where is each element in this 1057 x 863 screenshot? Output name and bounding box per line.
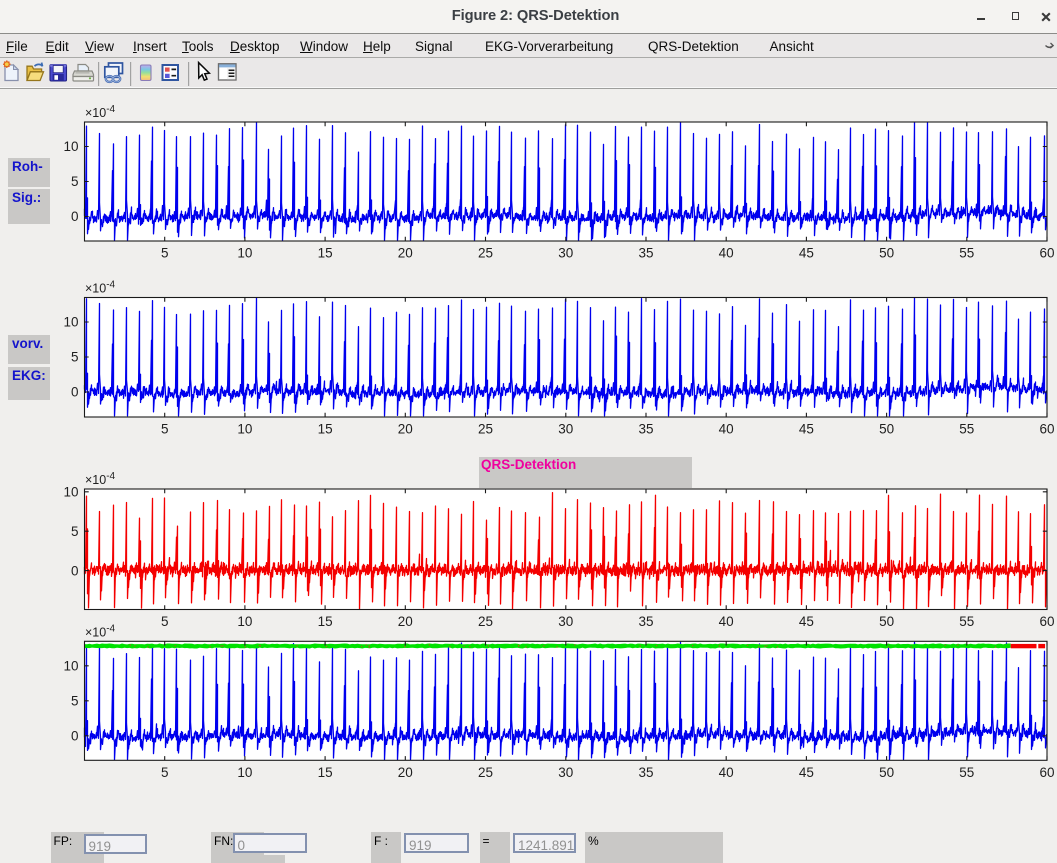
- svg-text:×10-4: ×10-4: [85, 623, 116, 639]
- svg-text:10: 10: [237, 246, 252, 261]
- svg-text:×10-4: ×10-4: [85, 471, 116, 487]
- svg-text:20: 20: [398, 246, 413, 261]
- svg-text:0: 0: [71, 385, 79, 400]
- svg-text:5: 5: [71, 174, 79, 189]
- svg-text:55: 55: [959, 765, 974, 780]
- svg-text:10: 10: [237, 765, 252, 780]
- svg-text:30: 30: [558, 246, 573, 261]
- svg-text:5: 5: [161, 765, 169, 780]
- svg-text:5: 5: [71, 694, 79, 709]
- svg-text:50: 50: [879, 765, 894, 780]
- svg-text:10: 10: [63, 139, 78, 154]
- svg-text:35: 35: [638, 765, 653, 780]
- svg-text:15: 15: [318, 246, 333, 261]
- svg-text:60: 60: [1039, 765, 1054, 780]
- svg-text:30: 30: [558, 614, 573, 629]
- svg-text:30: 30: [558, 422, 573, 437]
- svg-text:40: 40: [719, 765, 734, 780]
- svg-text:30: 30: [558, 765, 573, 780]
- svg-text:45: 45: [799, 614, 814, 629]
- svg-text:5: 5: [161, 614, 169, 629]
- svg-text:5: 5: [161, 246, 169, 261]
- svg-text:50: 50: [879, 246, 894, 261]
- svg-text:10: 10: [237, 422, 252, 437]
- svg-text:0: 0: [71, 209, 79, 224]
- svg-text:10: 10: [63, 315, 78, 330]
- svg-text:25: 25: [478, 614, 493, 629]
- svg-text:×10-4: ×10-4: [85, 280, 116, 296]
- svg-text:40: 40: [719, 422, 734, 437]
- svg-text:55: 55: [959, 422, 974, 437]
- svg-text:0: 0: [71, 729, 79, 744]
- svg-text:15: 15: [318, 765, 333, 780]
- svg-text:50: 50: [879, 422, 894, 437]
- svg-text:40: 40: [719, 246, 734, 261]
- svg-text:15: 15: [318, 614, 333, 629]
- svg-text:60: 60: [1039, 614, 1054, 629]
- svg-text:10: 10: [63, 659, 78, 674]
- svg-text:50: 50: [879, 614, 894, 629]
- svg-text:5: 5: [161, 422, 169, 437]
- svg-text:5: 5: [71, 524, 79, 539]
- svg-text:35: 35: [638, 422, 653, 437]
- svg-text:×10-4: ×10-4: [85, 104, 116, 120]
- svg-text:60: 60: [1039, 246, 1054, 261]
- svg-text:25: 25: [478, 422, 493, 437]
- svg-text:25: 25: [478, 246, 493, 261]
- svg-text:20: 20: [398, 614, 413, 629]
- svg-text:10: 10: [237, 614, 252, 629]
- svg-text:25: 25: [478, 765, 493, 780]
- svg-text:45: 45: [799, 765, 814, 780]
- svg-text:45: 45: [799, 246, 814, 261]
- svg-text:20: 20: [398, 422, 413, 437]
- svg-text:40: 40: [719, 614, 734, 629]
- svg-text:0: 0: [71, 563, 79, 578]
- svg-text:55: 55: [959, 614, 974, 629]
- svg-text:15: 15: [318, 422, 333, 437]
- svg-text:10: 10: [63, 485, 78, 500]
- svg-text:5: 5: [71, 350, 79, 365]
- svg-text:20: 20: [398, 765, 413, 780]
- svg-text:35: 35: [638, 246, 653, 261]
- svg-text:35: 35: [638, 614, 653, 629]
- svg-text:55: 55: [959, 246, 974, 261]
- svg-text:60: 60: [1039, 422, 1054, 437]
- svg-text:45: 45: [799, 422, 814, 437]
